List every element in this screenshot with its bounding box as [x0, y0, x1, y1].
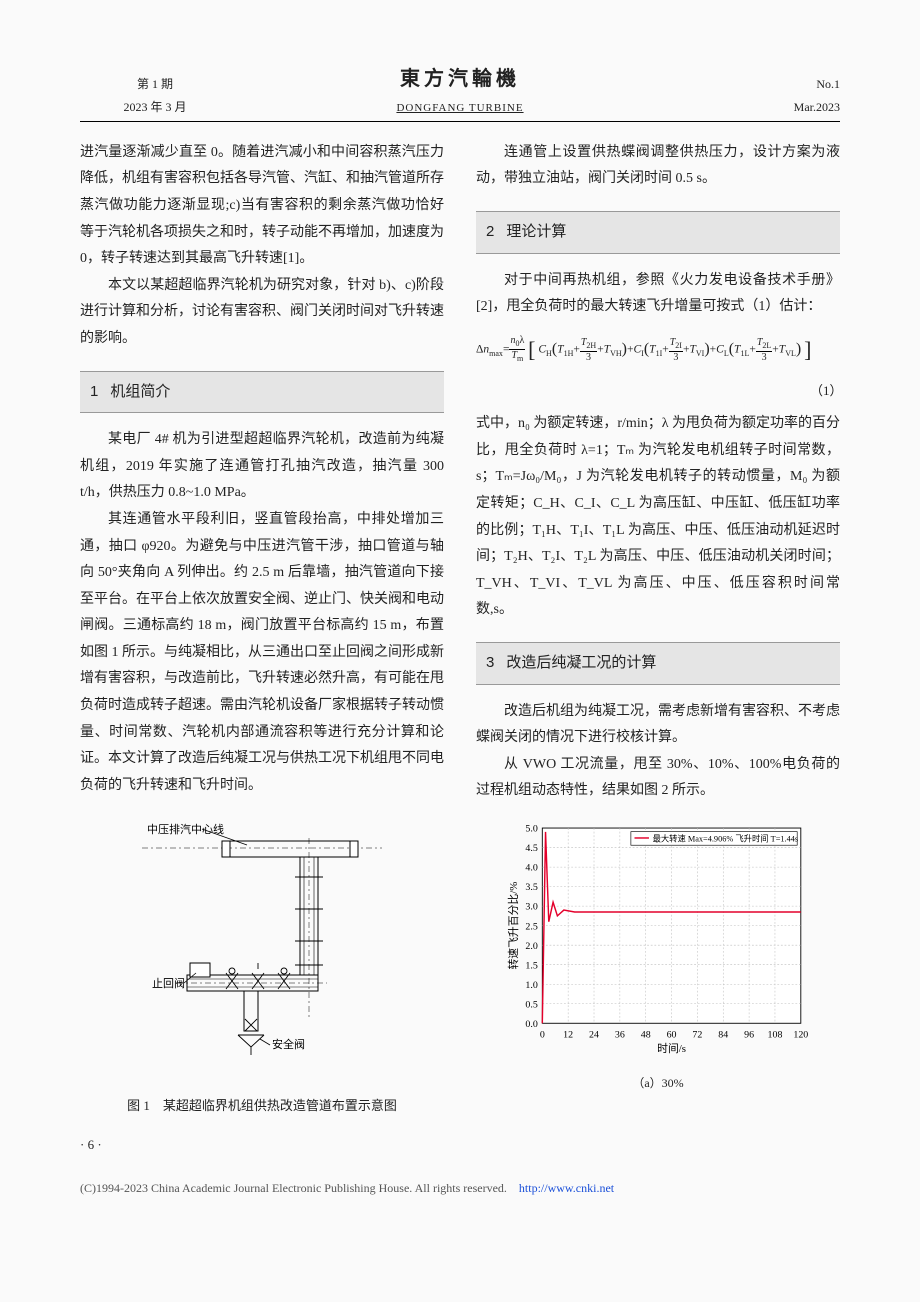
equation-1-num: （1） [810, 379, 840, 404]
issue-cn: 第 1 期 [80, 73, 230, 96]
left-column: 进汽量逐渐减少直至 0。随着进汽减小和中间容积蒸汽压力降低，机组有害容积包括各导… [80, 140, 444, 1119]
section-1-num: 1 [90, 383, 98, 400]
equation-1: Δnmax=n0λTm [ CH(T1H+T2H3+TVH)+CI(T1I+T2… [476, 329, 840, 371]
section-2-heading: 2 理论计算 [476, 211, 840, 254]
s3-para-2: 从 VWO 工况流量，甩至 30%、10%、100%电负荷的过程机组动态特性，结… [476, 752, 840, 805]
svg-text:72: 72 [692, 1030, 702, 1041]
svg-text:4.5: 4.5 [525, 843, 537, 854]
svg-text:108: 108 [768, 1030, 783, 1041]
section-1-title: 机组简介 [110, 383, 170, 400]
figure-1-diagram: 中压排汽中心线 [132, 813, 392, 1084]
fig1-label-top: 中压排汽中心线 [147, 822, 224, 836]
svg-text:2.0: 2.0 [525, 941, 537, 952]
svg-text:时间/s: 时间/s [657, 1042, 686, 1054]
right-column: 连通管上设置供热蝶阀调整供热压力，设计方案为液动，带独立油站，阀门关闭时间 0.… [476, 140, 840, 1119]
section-1-heading: 1 机组简介 [80, 371, 444, 414]
s1-para-2: 其连通管水平段利旧，竖直管段抬高，中排处增加三通，抽口 φ920。为避免与中压进… [80, 507, 444, 800]
section-2-title: 理论计算 [506, 223, 566, 240]
svg-text:最大转速 Max=4.906% 飞升时间 T=1.44s: 最大转速 Max=4.906% 飞升时间 T=1.44s [653, 833, 799, 843]
svg-text:转速飞升百分比/%: 转速飞升百分比/% [506, 882, 520, 970]
fig1-label-safetyvalve: 安全阀 [272, 1037, 305, 1051]
date-en: Mar.2023 [690, 96, 840, 119]
figure-2-sublabel: （a）30% [476, 1072, 840, 1095]
copyright-line: (C)1994-2023 China Academic Journal Elec… [80, 1177, 840, 1200]
s3-para-1: 改造后机组为纯凝工况，需考虑新增有害容积、不考虑蝶阀关闭的情况下进行校核计算。 [476, 699, 840, 752]
copyright-text: (C)1994-2023 China Academic Journal Elec… [80, 1181, 507, 1195]
svg-text:24: 24 [589, 1030, 599, 1041]
svg-text:2.5: 2.5 [525, 921, 537, 932]
svg-text:0: 0 [540, 1030, 545, 1041]
svg-text:0.5: 0.5 [525, 999, 537, 1010]
svg-text:36: 36 [615, 1030, 625, 1041]
journal-title-en: DONGFANG TURBINE [230, 98, 690, 119]
figure-1-caption: 图 1 某超超临界机组供热改造管道布置示意图 [80, 1094, 444, 1119]
s2-para-1: 对于中间再热机组，参照《火力发电设备技术手册》[2]，甩全负荷时的最大转速飞升增… [476, 268, 840, 321]
section-2-num: 2 [486, 223, 494, 240]
page-number: · 6 · [80, 1133, 840, 1158]
svg-text:1.0: 1.0 [525, 980, 537, 991]
figure-2-chart: 0.0 0.5 1.0 1.5 2.0 2.5 3.0 3.5 4.0 4.5 5.0 0 12 24 36… [503, 819, 813, 1065]
intro-para-1: 进汽量逐渐减少直至 0。随着进汽减小和中间容积蒸汽压力降低，机组有害容积包括各导… [80, 140, 444, 273]
svg-text:4.0: 4.0 [525, 863, 537, 874]
section-3-heading: 3 改造后纯凝工况的计算 [476, 642, 840, 685]
svg-text:60: 60 [667, 1030, 677, 1041]
date-cn: 2023 年 3 月 [80, 96, 230, 119]
r-para-1: 连通管上设置供热蝶阀调整供热压力，设计方案为液动，带独立油站，阀门关闭时间 0.… [476, 140, 840, 193]
s2-para-2: 式中，n₀ 为额定转速，r/min；λ 为甩负荷为额定功率的百分比，甩全负荷时 … [476, 411, 840, 624]
issue-en: No.1 [690, 73, 840, 96]
s1-para-1: 某电厂 4# 机为引进型超超临界汽轮机，改造前为纯凝机组，2019 年实施了连通… [80, 427, 444, 507]
section-3-num: 3 [486, 654, 494, 671]
svg-text:0.0: 0.0 [525, 1019, 537, 1030]
svg-text:84: 84 [718, 1030, 728, 1041]
cnki-link[interactable]: http://www.cnki.net [519, 1181, 614, 1195]
intro-para-2: 本文以某超超临界汽轮机为研究对象，针对 b)、c)阶段进行计算和分析，讨论有害容… [80, 273, 444, 353]
section-3-title: 改造后纯凝工况的计算 [506, 654, 656, 671]
svg-text:3.5: 3.5 [525, 882, 537, 893]
svg-text:12: 12 [563, 1030, 573, 1041]
svg-text:96: 96 [744, 1030, 754, 1041]
fig1-label-checkvalve: 止回阀 [152, 976, 185, 990]
svg-text:3.0: 3.0 [525, 902, 537, 913]
page-header: 第 1 期 2023 年 3 月 東方汽輪機 DONGFANG TURBINE … [80, 60, 840, 122]
svg-text:48: 48 [641, 1030, 651, 1041]
svg-text:5.0: 5.0 [525, 824, 537, 835]
svg-text:1.5: 1.5 [525, 960, 537, 971]
journal-title-cn: 東方汽輪機 [230, 60, 690, 98]
svg-text:120: 120 [793, 1030, 808, 1041]
